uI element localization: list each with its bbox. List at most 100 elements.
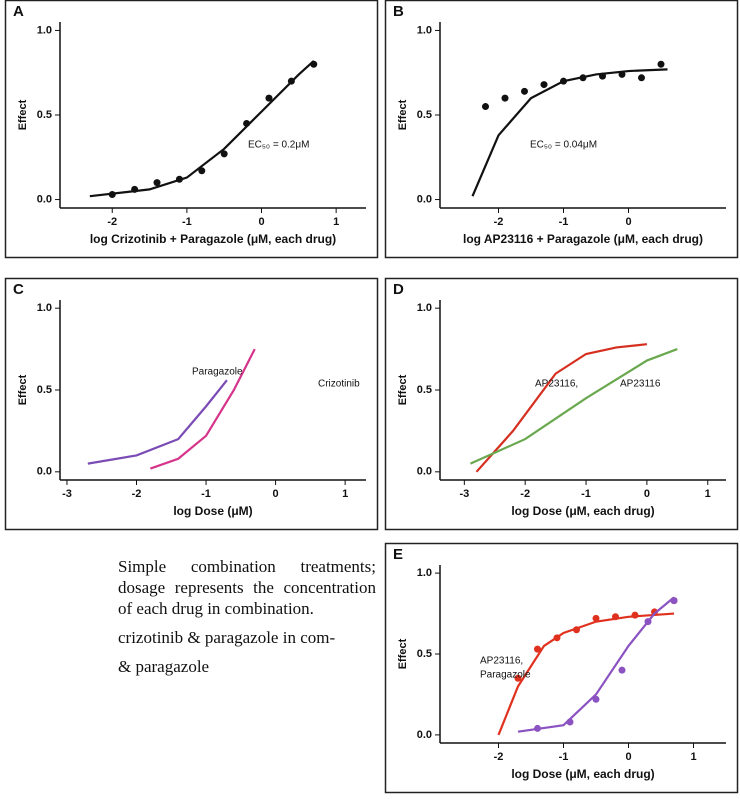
y-tick-label: 1.0: [417, 567, 432, 579]
panel-label: C: [13, 281, 24, 298]
data-point: [592, 695, 600, 703]
data-point: [631, 611, 639, 619]
panel-label: D: [393, 281, 404, 298]
x-tick-label: 0: [625, 751, 631, 763]
panel-label: E: [393, 546, 403, 563]
data-point: [198, 167, 206, 175]
y-axis-label: Effect: [397, 638, 409, 669]
data-point: [651, 608, 658, 616]
x-tick-label: -3: [459, 488, 469, 500]
y-axis-label: Effect: [17, 99, 29, 130]
paragraph: crizotinib & paragazole in com-: [118, 628, 336, 647]
data-point: [265, 94, 273, 102]
fit-line: [517, 596, 675, 733]
fit-line: [471, 68, 668, 197]
x-tick-label: -3: [62, 488, 72, 500]
annotation: AP23116,: [480, 656, 523, 667]
y-axis-label: Effect: [17, 374, 29, 405]
data-point: [566, 718, 574, 726]
panel-frame: [384, 277, 739, 531]
data-point: [670, 597, 678, 605]
annotation: Paragazole: [192, 367, 243, 378]
y-tick-label: 0.5: [37, 384, 52, 396]
panel-label: B: [393, 3, 404, 20]
data-point: [638, 74, 645, 82]
data-point: [534, 645, 541, 653]
data-point: [482, 103, 489, 111]
x-tick-label: -2: [494, 216, 504, 228]
data-point: [521, 87, 528, 95]
x-tick-label: -2: [107, 216, 117, 228]
x-tick-label: 1: [705, 488, 711, 500]
y-tick-label: 0.5: [417, 384, 432, 396]
panel-frame: [384, 0, 739, 259]
y-tick-label: 1.0: [417, 302, 432, 314]
fit-line: [150, 348, 256, 470]
x-tick-label: -2: [520, 488, 530, 500]
y-tick-label: 0.5: [417, 109, 432, 121]
x-tick-label: -2: [494, 751, 504, 763]
fit-line: [497, 612, 675, 736]
annotation: EC₅₀ = 0.2μM: [248, 140, 309, 151]
caption: Simple combination treatments; dosage re…: [118, 556, 376, 685]
x-axis-label: log Dose (μM, each drug): [511, 504, 654, 518]
x-tick-label: 0: [273, 488, 279, 500]
data-point: [573, 626, 580, 634]
data-point: [220, 150, 228, 158]
annotation: AP23116: [620, 379, 661, 390]
y-tick-label: 0.5: [37, 109, 52, 121]
x-tick-label: 1: [342, 488, 348, 500]
x-tick-label: 1: [333, 216, 339, 228]
y-tick-label: 0.0: [37, 193, 52, 205]
data-point: [514, 674, 522, 682]
y-axis-label: Effect: [397, 99, 409, 130]
annotation: AP23116,: [535, 379, 578, 390]
x-tick-label: 1: [690, 751, 696, 763]
data-point: [657, 60, 665, 68]
x-tick-label: -2: [132, 488, 142, 500]
data-point: [553, 634, 561, 642]
x-tick-label: -1: [559, 216, 569, 228]
panel-frame: [4, 0, 379, 259]
y-tick-label: 1.0: [417, 24, 432, 36]
x-tick-label: -1: [182, 216, 192, 228]
y-tick-label: 0.5: [417, 648, 432, 660]
x-axis-label: log Crizotinib + Paragazole (μM, each dr…: [90, 232, 336, 246]
x-tick-label: -1: [581, 488, 591, 500]
y-tick-label: 0.0: [417, 193, 432, 205]
fit-line: [89, 60, 315, 198]
y-axis-label: Effect: [397, 374, 409, 405]
fit-line: [469, 348, 678, 465]
fit-line: [87, 379, 228, 465]
annotation: Crizotinib: [318, 379, 360, 390]
panel-frame: [384, 542, 739, 794]
data-point: [540, 81, 548, 89]
paragraph: Simple combination treatments; dosage re…: [118, 557, 376, 618]
x-axis-label: log Dose (μM, each drug): [511, 767, 654, 781]
panel-frame: [4, 277, 379, 531]
data-point: [618, 666, 626, 674]
data-point: [153, 179, 161, 187]
x-tick-label: -1: [201, 488, 211, 500]
x-tick-label: 0: [644, 488, 650, 500]
y-tick-label: 0.0: [417, 729, 432, 741]
y-tick-label: 1.0: [37, 24, 52, 36]
annotation: Paragazole: [480, 670, 531, 681]
panel-label: A: [13, 3, 24, 20]
data-point: [612, 613, 619, 621]
x-axis-label: log Dose (μM): [173, 504, 252, 518]
x-tick-label: 0: [258, 216, 264, 228]
y-tick-label: 0.0: [417, 466, 432, 478]
annotation: EC₅₀ = 0.04μM: [530, 140, 597, 151]
y-tick-label: 1.0: [37, 302, 52, 314]
x-tick-label: -1: [559, 751, 569, 763]
fit-line: [475, 343, 648, 473]
data-point: [534, 724, 541, 732]
data-point: [592, 614, 600, 622]
data-point: [644, 618, 652, 626]
x-tick-label: 0: [625, 216, 631, 228]
x-axis-label: log AP23116 + Paragazole (μM, each drug): [463, 232, 703, 246]
y-tick-label: 0.0: [37, 466, 52, 478]
